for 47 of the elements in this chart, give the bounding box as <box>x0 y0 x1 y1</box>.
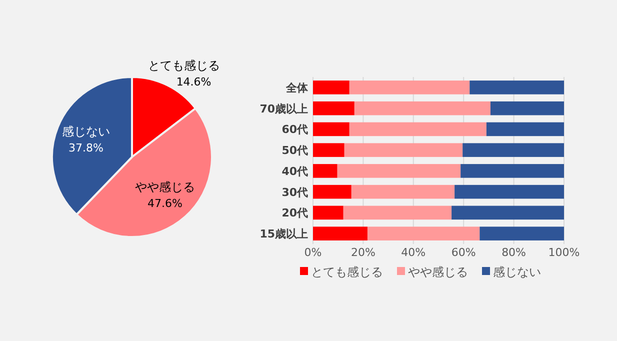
data-label: 37.8% <box>68 141 104 154</box>
bar <box>349 122 486 136</box>
bar <box>486 122 564 136</box>
x-tick-label: 0% <box>304 246 322 259</box>
data-label: 47.6% <box>148 197 183 210</box>
bar <box>452 206 564 220</box>
y-tick-label: 40代 <box>282 164 308 178</box>
legend-label: 感じない <box>493 265 541 279</box>
y-tick-label: 70歳以上 <box>260 102 308 116</box>
bar <box>313 206 344 220</box>
bar <box>313 226 368 240</box>
bar <box>344 143 463 157</box>
slice-label: 感じない <box>62 124 110 138</box>
y-tick-label: 15歳以上 <box>260 228 308 241</box>
bar <box>313 184 352 199</box>
slice-label: とても感じる <box>148 58 220 72</box>
data-label: 14.6% <box>176 75 212 88</box>
y-tick-label: 20代 <box>282 206 308 220</box>
bar <box>313 122 350 136</box>
bar <box>349 80 470 94</box>
bar <box>313 101 354 116</box>
x-tick-label: 20% <box>350 246 376 259</box>
bar <box>367 226 480 240</box>
legend-label: やや感じる <box>408 265 468 279</box>
bar <box>454 184 564 199</box>
bar <box>337 164 461 178</box>
bar <box>470 80 564 94</box>
bar <box>313 143 344 157</box>
bar <box>460 164 564 178</box>
bar <box>480 226 564 240</box>
legend-label: とても感じる <box>311 265 383 279</box>
bar <box>313 80 350 94</box>
bar <box>351 184 455 199</box>
y-tick-label: 50代 <box>282 144 308 158</box>
slice-label: やや感じる <box>135 180 196 194</box>
bar <box>354 101 490 116</box>
x-tick-label: 80% <box>502 246 526 259</box>
bar <box>313 164 338 178</box>
y-tick-label: 30代 <box>282 186 308 199</box>
bar <box>462 143 564 157</box>
bar <box>343 206 452 220</box>
bar <box>490 101 564 116</box>
y-tick-label: 60代 <box>282 123 308 136</box>
x-tick-label: 40% <box>401 246 426 259</box>
x-tick-label: 60% <box>451 246 476 259</box>
y-tick-label: 全体 <box>285 81 309 94</box>
x-tick-label: 100% <box>548 246 580 259</box>
